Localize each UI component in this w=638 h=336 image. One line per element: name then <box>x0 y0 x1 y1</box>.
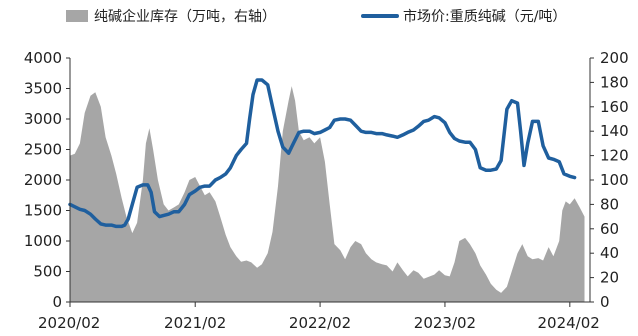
right-tick-label: 200 <box>600 49 629 67</box>
legend-swatch-inventory <box>66 10 88 22</box>
inventory-area <box>70 86 585 302</box>
left-tick-label: 3000 <box>24 110 62 128</box>
right-tick-label: 180 <box>600 73 629 91</box>
right-tick-label: 160 <box>600 98 629 116</box>
axes: 0 500 1000 1500 2000 2500 3000 3500 4000 0 20 40 60 8… <box>24 49 629 332</box>
left-tick-label: 0 <box>52 293 62 311</box>
left-tick-label: 1000 <box>24 232 62 250</box>
plot-area <box>68 78 585 302</box>
x-tick-label: 2023/02 <box>414 314 476 332</box>
right-tick-label: 80 <box>600 195 619 213</box>
legend-label-price: 市场价:重质纯碱（元/吨） <box>403 8 566 25</box>
right-tick-label: 20 <box>600 269 619 287</box>
legend-label-inventory: 纯碱企业库存（万吨，右轴） <box>94 8 276 25</box>
left-tick-label: 3500 <box>24 80 62 98</box>
left-tick-label: 500 <box>33 263 62 281</box>
legend: 纯碱企业库存（万吨，右轴） 市场价:重质纯碱（元/吨） <box>66 8 566 25</box>
x-tick-label: 2020/02 <box>38 314 100 332</box>
left-tick-label: 1500 <box>24 202 62 220</box>
right-tick-label: 140 <box>600 122 629 140</box>
x-tick-label: 2024/02 <box>537 314 599 332</box>
left-tick-label: 2000 <box>24 171 62 189</box>
left-tick-label: 2500 <box>24 141 62 159</box>
price-line <box>68 78 577 229</box>
right-tick-label: 60 <box>600 220 619 238</box>
x-tick-label: 2021/02 <box>164 314 226 332</box>
right-tick-label: 120 <box>600 147 629 165</box>
x-tick-label: 2022/02 <box>289 314 351 332</box>
right-tick-label: 0 <box>600 293 610 311</box>
right-tick-label: 100 <box>600 171 629 189</box>
right-tick-label: 40 <box>600 244 619 262</box>
left-tick-label: 4000 <box>24 49 62 67</box>
